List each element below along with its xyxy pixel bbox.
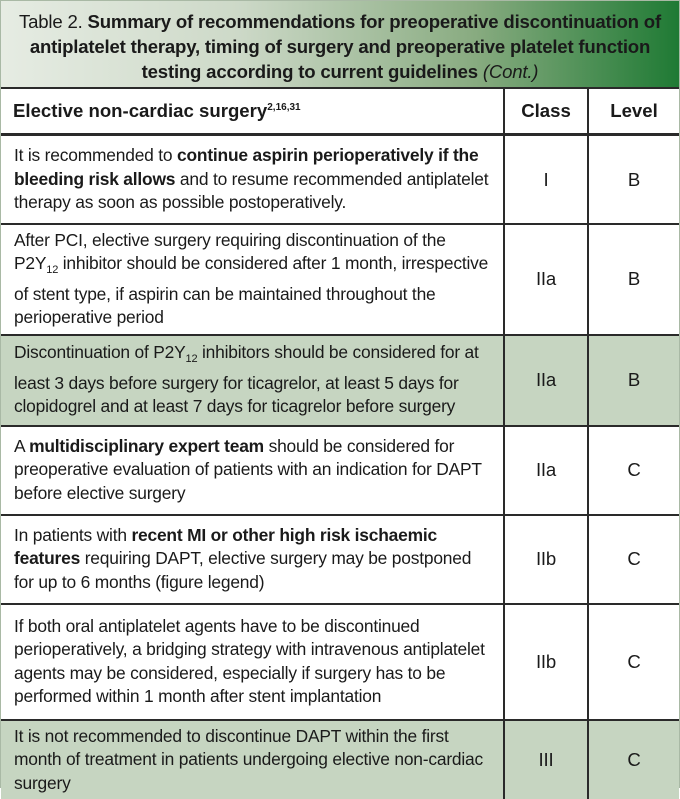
recommendation-text-part: It is not recommended to discontinue DAP… xyxy=(14,726,483,793)
evidence-level: B xyxy=(588,135,679,224)
recommendation-row: After PCI, elective surgery requiring di… xyxy=(1,224,679,335)
evidence-level: B xyxy=(588,224,679,335)
header-section: Elective non-cardiac surgery2,16,31 xyxy=(1,88,504,135)
recommendation-row: If both oral antiplatelet agents have to… xyxy=(1,604,679,720)
evidence-level: B xyxy=(588,335,679,426)
recommendation-class: IIa xyxy=(504,426,588,515)
recommendation-row: A multidisciplinary expert team should b… xyxy=(1,426,679,515)
table-header-row: Elective non-cardiac surgery2,16,31 Clas… xyxy=(1,88,679,135)
header-section-label: Elective non-cardiac surgery xyxy=(13,100,267,121)
recommendation-text-part: If both oral antiplatelet agents have to… xyxy=(14,616,485,707)
recommendation-text: A multidisciplinary expert team should b… xyxy=(1,426,504,515)
header-references: 2,16,31 xyxy=(267,102,300,113)
recommendation-class: IIb xyxy=(504,515,588,604)
recommendation-class: IIa xyxy=(504,224,588,335)
recommendation-row: It is not recommended to discontinue DAP… xyxy=(1,720,679,799)
table-caption: Table 2. Summary of recommendations for … xyxy=(1,1,679,87)
table-continued-note: (Cont.) xyxy=(483,61,538,82)
recommendation-text: In patients with recent MI or other high… xyxy=(1,515,504,604)
table-title: Summary of recommendations for preoperat… xyxy=(30,11,661,82)
evidence-level: C xyxy=(588,604,679,720)
evidence-level: C xyxy=(588,515,679,604)
recommendation-emphasis: multidisciplinary expert team xyxy=(29,436,264,456)
recommendation-text-part: inhibitor should be considered after 1 m… xyxy=(14,253,488,327)
recommendation-text: If both oral antiplatelet agents have to… xyxy=(1,604,504,720)
recommendation-class: IIb xyxy=(504,604,588,720)
recommendation-text-part: In patients with xyxy=(14,525,131,545)
header-class: Class xyxy=(504,88,588,135)
table-label: Table 2. xyxy=(19,11,88,32)
recommendation-class: III xyxy=(504,720,588,799)
recommendation-text-part: A xyxy=(14,436,29,456)
evidence-level: C xyxy=(588,720,679,799)
subscript-12: 12 xyxy=(46,264,58,276)
recommendation-class: IIa xyxy=(504,335,588,426)
recommendation-text: It is recommended to continue aspirin pe… xyxy=(1,135,504,224)
recommendation-class: I xyxy=(504,135,588,224)
recommendation-row: It is recommended to continue aspirin pe… xyxy=(1,135,679,224)
recommendation-row: In patients with recent MI or other high… xyxy=(1,515,679,604)
evidence-level: C xyxy=(588,426,679,515)
recommendation-row: Discontinuation of P2Y12 inhibitors shou… xyxy=(1,335,679,426)
subscript-12: 12 xyxy=(186,353,198,365)
recommendation-text-part: Discontinuation of P2Y xyxy=(14,342,186,362)
header-level: Level xyxy=(588,88,679,135)
recommendation-text-part: It is recommended to xyxy=(14,145,177,165)
recommendation-text: After PCI, elective surgery requiring di… xyxy=(1,224,504,335)
recommendation-text-part: requiring DAPT, elective surgery may be … xyxy=(14,548,471,592)
recommendation-text: Discontinuation of P2Y12 inhibitors shou… xyxy=(1,335,504,426)
recommendations-table: Elective non-cardiac surgery2,16,31 Clas… xyxy=(1,87,679,799)
recommendation-text: It is not recommended to discontinue DAP… xyxy=(1,720,504,799)
